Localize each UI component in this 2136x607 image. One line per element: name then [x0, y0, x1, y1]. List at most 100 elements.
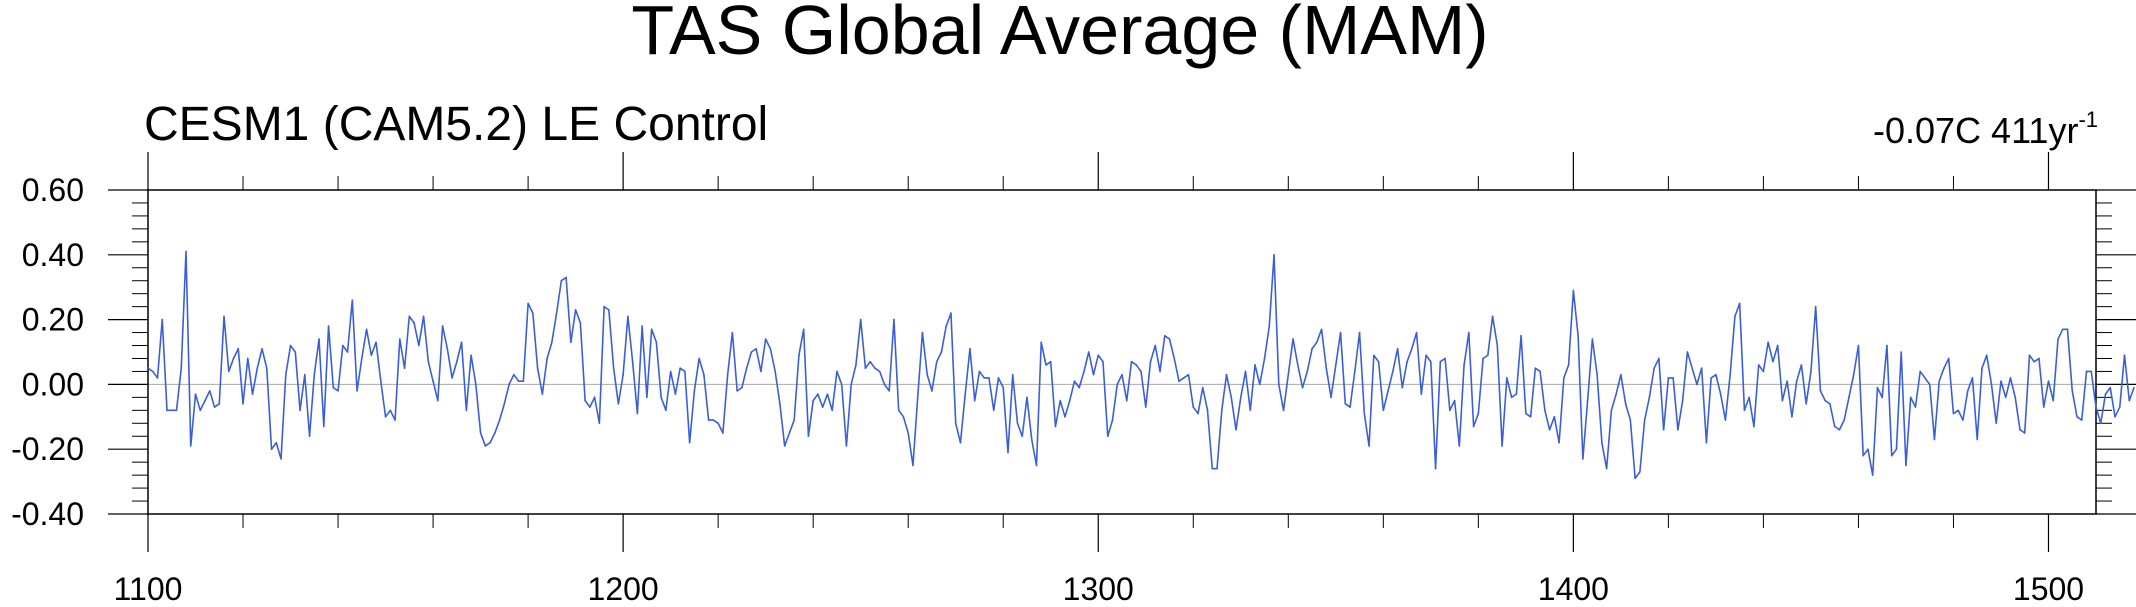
data-point [432, 380, 434, 382]
data-point [503, 403, 506, 405]
data-point [1192, 406, 1195, 408]
data-point [1087, 351, 1090, 353]
data-point [1805, 403, 1807, 405]
data-point [208, 390, 211, 392]
data-point [821, 406, 824, 408]
data-point [1938, 380, 1941, 382]
data-point [1211, 467, 1214, 470]
data-point [380, 380, 382, 382]
data-point [1026, 396, 1028, 399]
data-point [494, 432, 496, 434]
data-point [1111, 419, 1114, 421]
data-point [731, 331, 734, 334]
data-point [717, 422, 719, 425]
data-point [1444, 357, 1446, 360]
data-point [2004, 396, 2007, 399]
data-point [1886, 344, 1888, 347]
data-point [688, 441, 691, 444]
data-point [1040, 341, 1043, 344]
data-point [935, 360, 938, 363]
data-point [460, 341, 463, 344]
data-point [1277, 383, 1280, 386]
data-point [598, 422, 601, 425]
data-point [1354, 370, 1356, 373]
data-point [589, 406, 591, 408]
data-point [926, 373, 928, 376]
data-point [1463, 364, 1465, 366]
data-point [541, 393, 544, 395]
data-point [693, 390, 696, 392]
data-point [161, 318, 164, 321]
x-tick-label: 1100 [114, 571, 183, 607]
data-point [840, 383, 843, 386]
data-point [812, 399, 814, 402]
data-point [204, 399, 206, 402]
data-point [427, 360, 430, 363]
data-point [1985, 354, 1988, 357]
data-point [783, 445, 786, 447]
data-point [2038, 357, 2040, 360]
data-point [1430, 360, 1432, 363]
data-point [251, 393, 254, 395]
data-point [337, 390, 339, 392]
data-point [1373, 354, 1375, 357]
data-point [1639, 471, 1641, 473]
data-point [1477, 412, 1480, 415]
data-point [1292, 338, 1294, 340]
data-point [1601, 441, 1603, 444]
data-point [1306, 370, 1309, 373]
data-point [674, 393, 677, 395]
data-point [2114, 416, 2116, 418]
data-point [1781, 399, 1784, 402]
data-point [921, 331, 924, 334]
data-point [627, 315, 629, 318]
data-point [532, 312, 534, 314]
data-point [1344, 403, 1347, 405]
data-point [351, 299, 354, 301]
data-point [2071, 390, 2074, 392]
data-point [1981, 367, 1983, 370]
data-point [1068, 399, 1071, 402]
data-point [1724, 419, 1727, 421]
data-point [1677, 428, 1679, 431]
data-point [303, 373, 306, 376]
data-point [650, 328, 653, 331]
data-point [2033, 360, 2036, 363]
data-point [1653, 367, 1655, 370]
data-point [147, 367, 149, 370]
data-point [1719, 393, 1722, 395]
data-point [522, 380, 525, 382]
data-point [997, 377, 1000, 379]
data-point [389, 409, 392, 412]
data-point [1729, 373, 1731, 376]
data-point [1263, 357, 1266, 360]
data-point [166, 409, 168, 412]
data-point [1482, 357, 1484, 360]
y-tick-label: -0.20 [11, 431, 84, 467]
data-point [1363, 412, 1366, 415]
tick-labels: 1100 1200 1300 1400 1500 -0.40 -0.20 0.00 0.20 0.… [11, 172, 2084, 607]
data-point [1235, 428, 1237, 431]
data-point [1225, 373, 1228, 376]
data-point [327, 325, 330, 327]
data-point [1377, 360, 1380, 363]
data-point [1947, 357, 1950, 360]
data-point [242, 403, 244, 405]
data-point [893, 318, 895, 321]
data-point [1753, 425, 1755, 428]
data-point [1895, 448, 1898, 451]
data-point [565, 276, 567, 279]
data-point [736, 390, 738, 392]
data-point [769, 347, 772, 350]
data-point [2000, 380, 2002, 382]
data-point [1857, 344, 1860, 347]
data-point [475, 383, 477, 386]
data-point [437, 399, 439, 402]
data-point [1173, 357, 1176, 360]
data-point [1824, 399, 1826, 402]
data-point [403, 367, 406, 370]
data-point [684, 370, 686, 373]
data-point [294, 351, 297, 353]
data-point [964, 393, 967, 395]
data-point [418, 344, 420, 347]
